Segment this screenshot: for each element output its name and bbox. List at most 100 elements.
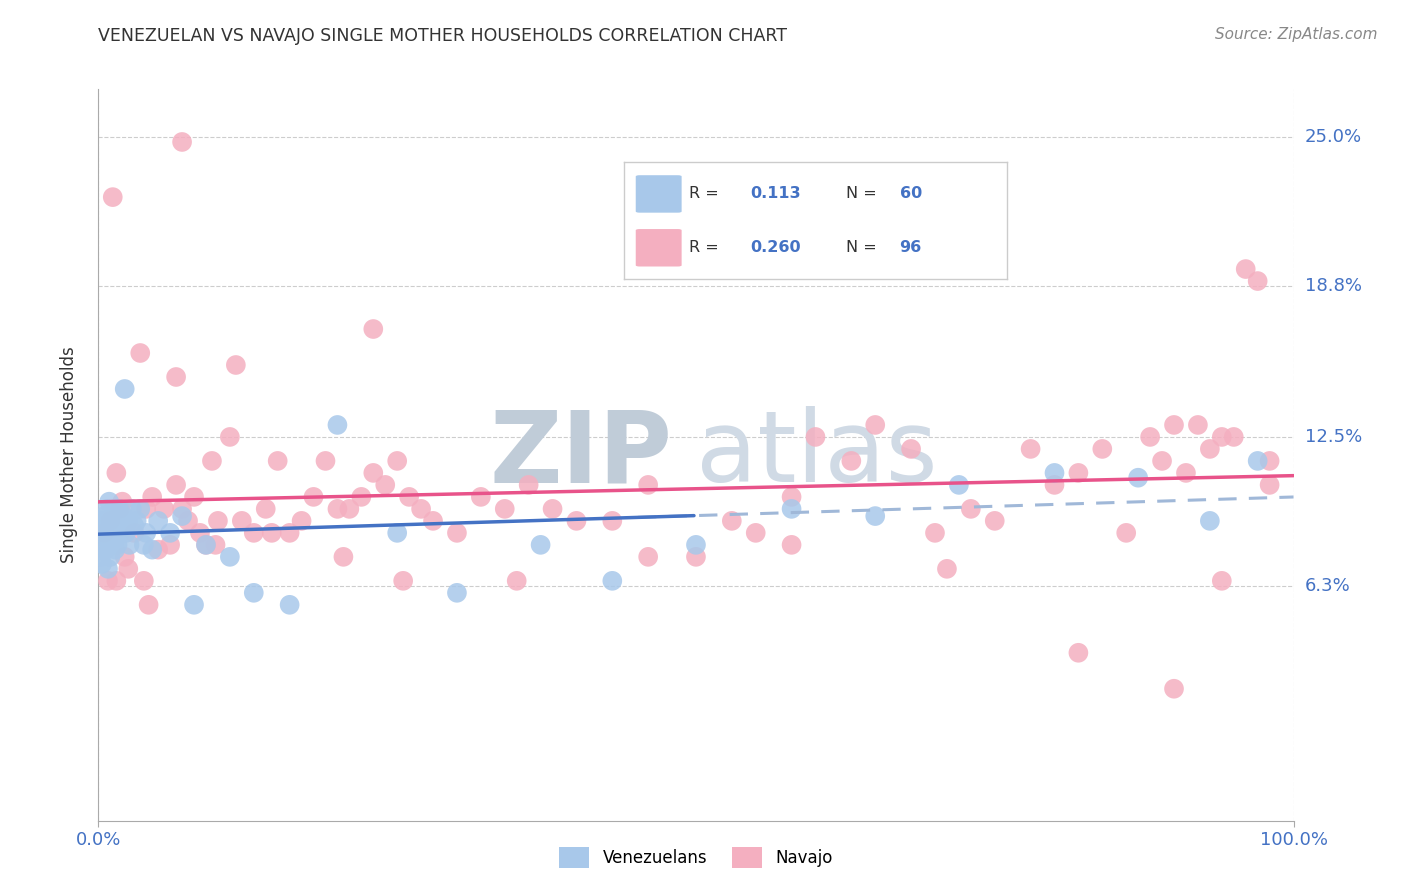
Point <box>118 538 141 552</box>
Point <box>1258 478 1281 492</box>
Point <box>107 538 129 552</box>
Point <box>101 190 124 204</box>
Point <box>332 549 354 564</box>
Point <box>541 501 564 516</box>
Point <box>90 549 112 564</box>
Point <box>1198 442 1220 456</box>
Point <box>135 501 157 516</box>
Point <box>363 322 385 336</box>
Point <box>165 370 187 384</box>
Point <box>207 514 229 528</box>
Point <box>1139 430 1161 444</box>
Point <box>104 542 127 557</box>
Point <box>148 542 170 557</box>
Point <box>1187 417 1209 432</box>
Point <box>1163 681 1185 696</box>
Point <box>1258 454 1281 468</box>
Point <box>1211 430 1233 444</box>
Point <box>93 509 115 524</box>
Text: VENEZUELAN VS NAVAJO SINGLE MOTHER HOUSEHOLDS CORRELATION CHART: VENEZUELAN VS NAVAJO SINGLE MOTHER HOUSE… <box>98 27 787 45</box>
Text: 18.8%: 18.8% <box>1305 277 1361 295</box>
Point <box>637 549 659 564</box>
Point <box>242 586 264 600</box>
Point <box>924 525 946 540</box>
Point <box>124 525 146 540</box>
Point <box>1246 274 1268 288</box>
Point <box>98 494 121 508</box>
Point <box>1043 478 1066 492</box>
Point <box>103 501 125 516</box>
Point <box>959 501 981 516</box>
Point <box>93 525 115 540</box>
Text: 12.5%: 12.5% <box>1305 428 1362 446</box>
Point <box>177 514 200 528</box>
Point <box>125 514 148 528</box>
Point <box>97 574 120 588</box>
Point <box>1246 454 1268 468</box>
Point <box>91 518 114 533</box>
Point <box>398 490 420 504</box>
Point <box>219 430 242 444</box>
Point <box>91 557 114 571</box>
Point <box>780 538 803 552</box>
Point <box>936 562 959 576</box>
Point <box>529 538 551 552</box>
Point <box>745 525 768 540</box>
Point <box>1211 574 1233 588</box>
Point <box>1198 514 1220 528</box>
Point <box>97 533 120 547</box>
Point <box>98 525 122 540</box>
Point <box>183 598 205 612</box>
Point <box>1163 417 1185 432</box>
Point <box>1019 442 1042 456</box>
Point <box>1043 466 1066 480</box>
Point <box>278 525 301 540</box>
Point <box>1067 466 1090 480</box>
Point <box>374 478 396 492</box>
Point <box>132 538 155 552</box>
Point <box>337 501 360 516</box>
Point <box>350 490 373 504</box>
Point <box>231 514 253 528</box>
Point <box>600 514 623 528</box>
Point <box>1234 262 1257 277</box>
Point <box>117 514 139 528</box>
Point <box>720 514 742 528</box>
Point <box>290 514 312 528</box>
Text: 25.0%: 25.0% <box>1305 128 1362 146</box>
Point <box>111 518 134 533</box>
Point <box>1067 646 1090 660</box>
Point <box>141 490 163 504</box>
Point <box>494 501 516 516</box>
Text: ZIP: ZIP <box>489 407 672 503</box>
Point <box>863 509 886 524</box>
Point <box>392 574 415 588</box>
Point <box>148 514 170 528</box>
Point <box>565 514 588 528</box>
Point <box>107 501 129 516</box>
Point <box>105 466 128 480</box>
Point <box>129 501 152 516</box>
Point <box>100 514 122 528</box>
Point <box>201 454 224 468</box>
Point <box>172 501 194 516</box>
Point <box>159 538 181 552</box>
Point <box>363 466 385 480</box>
Point <box>105 574 128 588</box>
Point <box>97 562 120 576</box>
Point <box>685 538 707 552</box>
Point <box>141 542 163 557</box>
Point <box>135 525 157 540</box>
Text: atlas: atlas <box>696 407 938 503</box>
Point <box>188 525 211 540</box>
Point <box>172 509 194 524</box>
Point <box>780 490 803 504</box>
Point <box>1175 466 1198 480</box>
Point <box>600 574 623 588</box>
Point <box>108 501 131 516</box>
Point <box>411 501 433 516</box>
Point <box>422 514 444 528</box>
Point <box>183 490 205 504</box>
Point <box>89 525 111 540</box>
Point <box>278 598 301 612</box>
